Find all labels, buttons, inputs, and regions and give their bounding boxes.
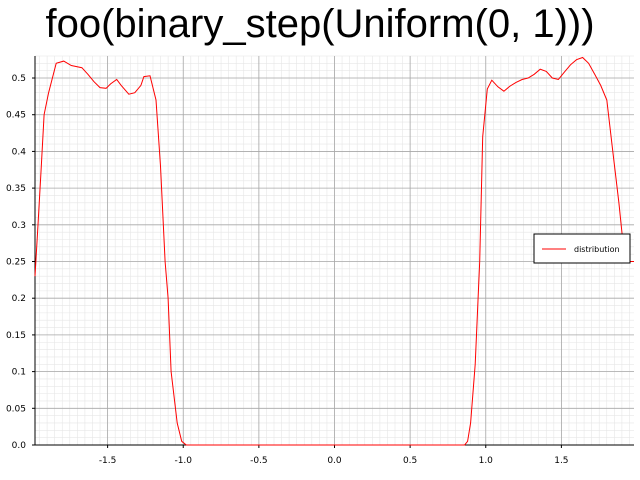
- y-tick-label: 0.2: [12, 294, 26, 304]
- y-tick-label: 0.15: [6, 331, 26, 341]
- x-tick-label: -0.5: [250, 456, 268, 466]
- series-line-distribution: [34, 56, 634, 446]
- y-tick-label: 0.5: [12, 74, 26, 84]
- y-tick-label: 0.45: [6, 111, 26, 121]
- y-tick-label: 0.05: [6, 404, 26, 414]
- y-tick-label: 0.35: [6, 184, 26, 194]
- y-tick-label: 0.1: [12, 368, 26, 378]
- legend: distribution: [533, 233, 631, 264]
- y-tick-label: 0.25: [6, 258, 26, 268]
- x-tick-label: 0.0: [327, 456, 342, 466]
- chart-title: foo(binary_step(Uniform(0, 1))): [45, 2, 595, 46]
- x-tick-labels: -1.5 -1.0 -0.5 0.0 0.5 1.0 1.5: [99, 445, 569, 466]
- y-tick-label: 0.4: [12, 147, 27, 157]
- x-tick-label: -1.0: [174, 456, 192, 466]
- y-tick-label: 0.0: [12, 441, 27, 451]
- x-tick-label: 0.5: [403, 456, 417, 466]
- y-tick-label: 0.3: [12, 221, 26, 231]
- x-tick-label: 1.0: [479, 456, 494, 466]
- series-group: [34, 56, 634, 446]
- y-tick-labels: 0.0 0.05 0.1 0.15 0.2 0.25 0.3 0.35 0.4 0.45 0.5: [6, 74, 35, 451]
- legend-label: distribution: [574, 245, 620, 254]
- x-tick-label: -1.5: [99, 456, 117, 466]
- x-tick-label: 1.5: [554, 456, 568, 466]
